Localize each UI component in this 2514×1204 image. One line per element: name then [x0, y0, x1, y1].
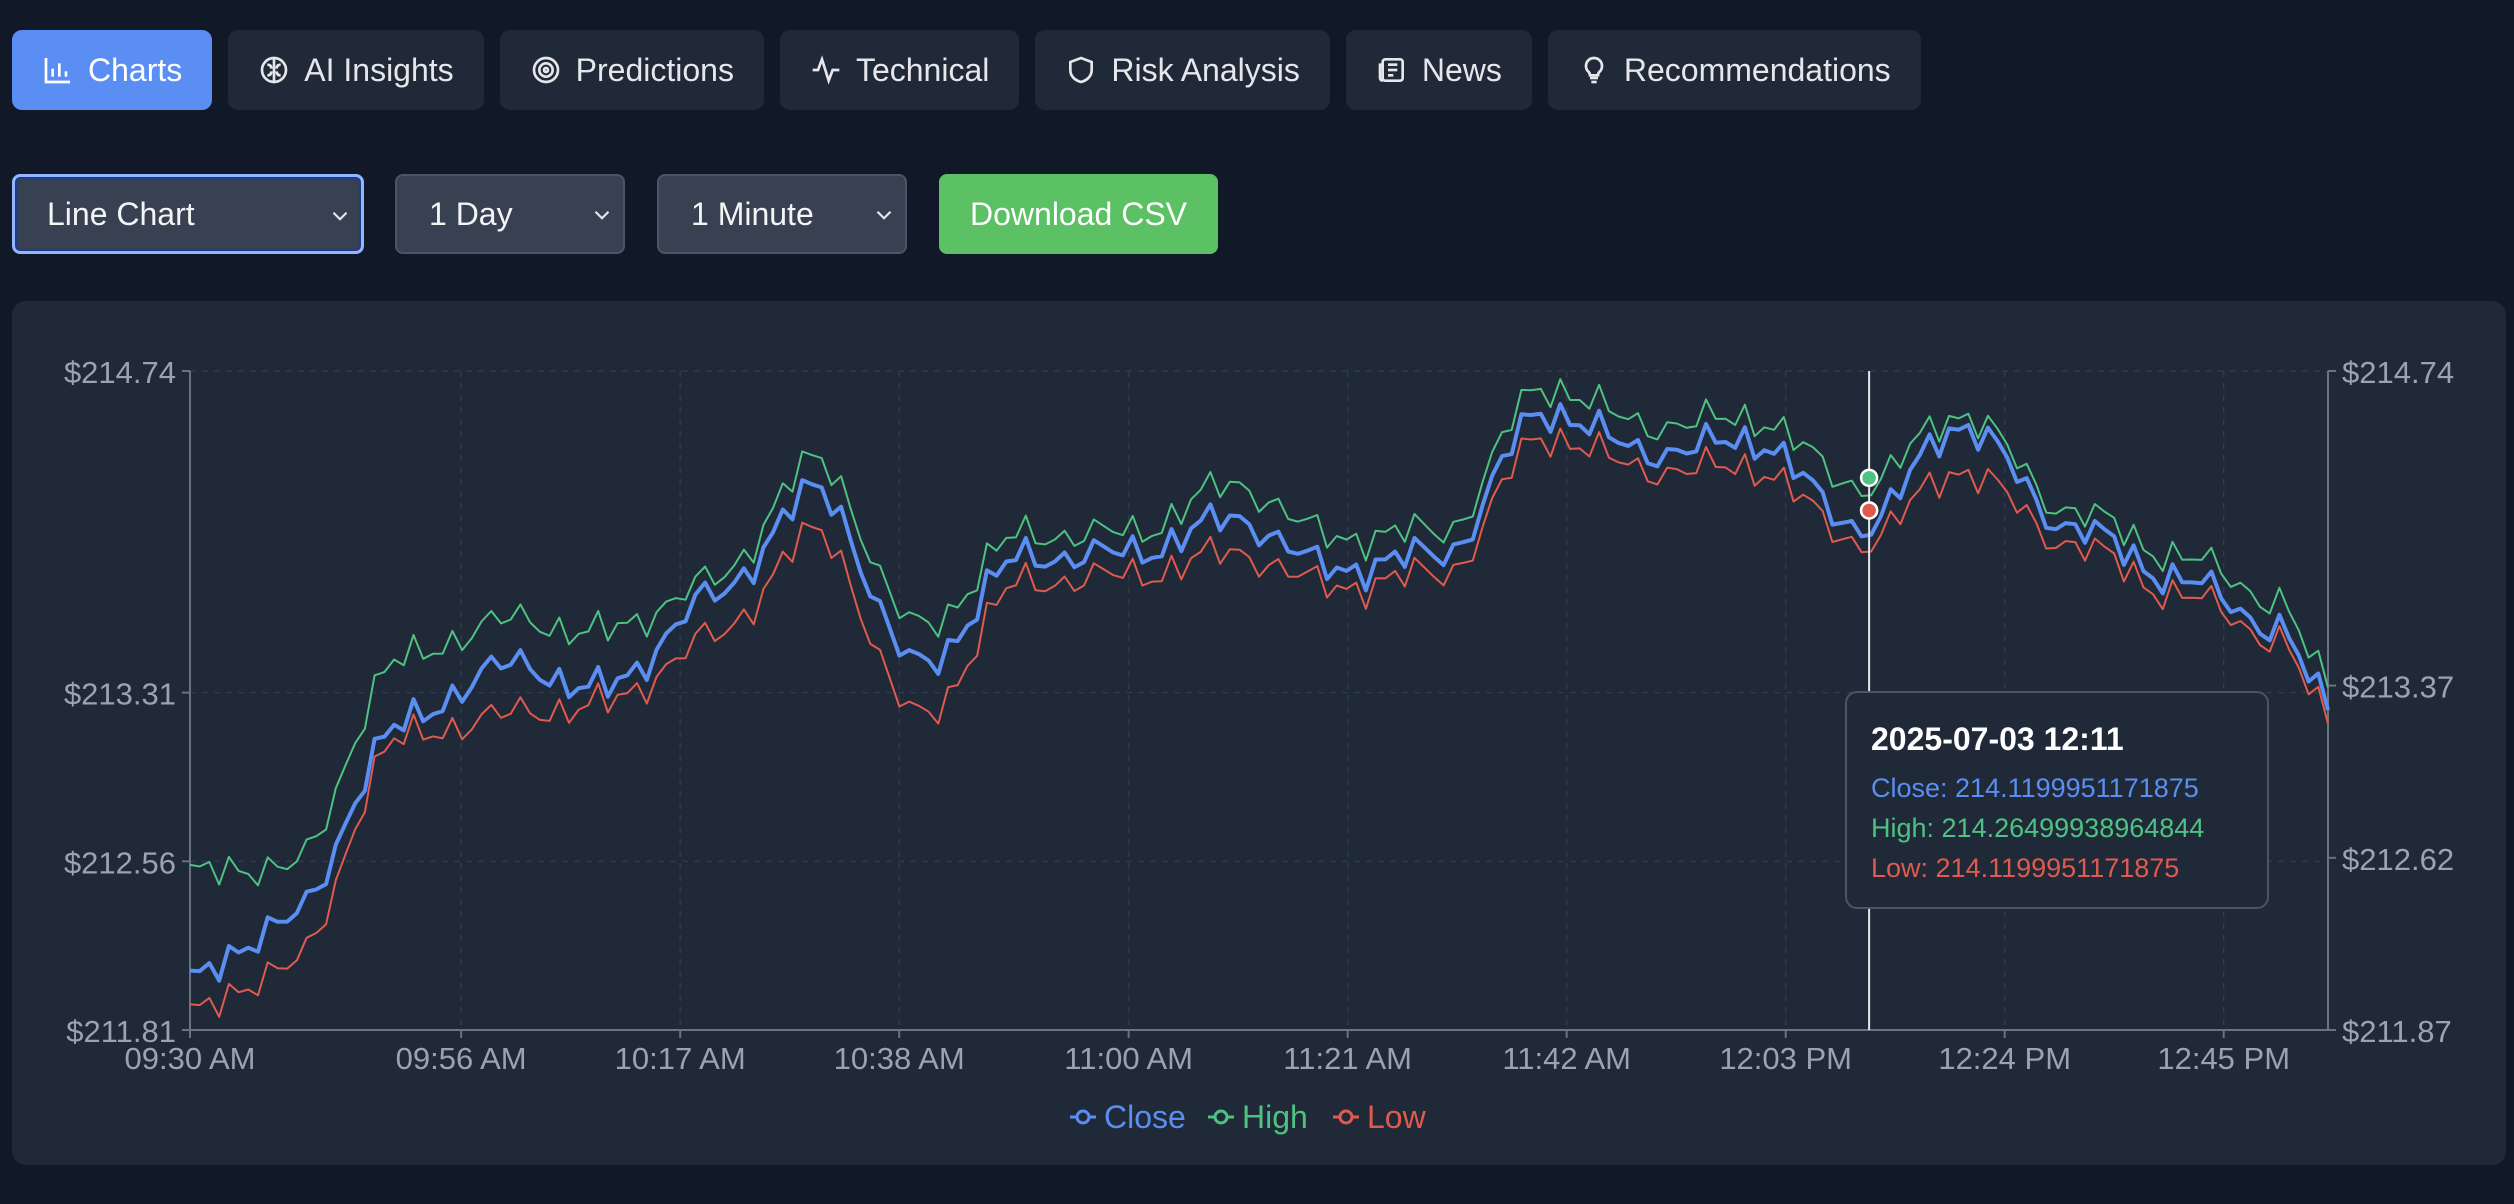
- tab-news[interactable]: News: [1345, 30, 1532, 110]
- legend-label: Low: [1367, 1099, 1427, 1135]
- tab-label: Recommendations: [1623, 51, 1891, 88]
- x-tick-label: 11:42 AM: [1502, 1041, 1631, 1076]
- brain-icon: [258, 54, 290, 86]
- series-line-close: [189, 402, 2330, 983]
- y-tick-left: $211.81: [66, 1014, 176, 1049]
- x-tick-label: 11:00 AM: [1064, 1041, 1193, 1076]
- x-tick-label: 10:17 AM: [615, 1041, 746, 1076]
- download-csv-button[interactable]: Download CSV: [939, 174, 1218, 254]
- legend-item: Close: [1070, 1099, 1186, 1135]
- newspaper-icon: [1376, 54, 1408, 86]
- x-tick-label: 11:21 AM: [1283, 1041, 1412, 1076]
- x-tick-label: 09:30 AM: [125, 1041, 256, 1076]
- legend-marker-dot: [1075, 1109, 1091, 1125]
- tab-ai-insights[interactable]: AI Insights: [228, 30, 484, 110]
- y-tick-right: $211.87: [2342, 1014, 2452, 1049]
- shield-icon: [1065, 54, 1097, 86]
- y-tick-right: $213.37: [2342, 670, 2454, 705]
- interval-value: 1 Minute: [691, 195, 814, 232]
- y-tick-right: $212.62: [2342, 842, 2454, 877]
- range-select[interactable]: 1 Day: [395, 174, 625, 254]
- tab-bar: Charts AI Insights Predictions Technical…: [12, 30, 1921, 110]
- legend-label: Close: [1104, 1099, 1186, 1135]
- tab-label: Predictions: [575, 51, 734, 88]
- legend-item: High: [1208, 1099, 1308, 1135]
- y-tick-right: $214.74: [2342, 355, 2454, 390]
- chart-type-value: Line Chart: [47, 195, 195, 232]
- series-line-high: [189, 378, 2329, 887]
- tab-label: Technical: [855, 51, 990, 88]
- activity-icon: [810, 54, 842, 86]
- tab-recommendations[interactable]: Recommendations: [1547, 30, 1921, 110]
- x-tick-label: 12:45 PM: [2157, 1041, 2290, 1076]
- legend-item: Low: [1333, 1099, 1427, 1135]
- y-tick-left: $214.74: [64, 355, 176, 390]
- x-tick-label: 09:56 AM: [396, 1041, 527, 1076]
- tooltip-low: Low: 214.1199951171875: [1871, 853, 2180, 883]
- hover-dot-low: [1859, 501, 1879, 520]
- tab-label: Charts: [88, 51, 183, 88]
- legend-label: High: [1242, 1099, 1308, 1135]
- chevron-down-icon: [594, 210, 610, 220]
- chart-ticks: $214.74 $213.31 $212.56 $211.81 $214.74 $213.…: [64, 355, 2454, 1076]
- chart-legend: Close High Low: [1070, 1099, 1427, 1135]
- chart-tooltip: 2025-07-03 12:11 Close: 214.119995117187…: [1845, 691, 2269, 909]
- bar-chart-icon: [42, 54, 74, 86]
- target-icon: [530, 54, 562, 86]
- tooltip-high: High: 214.26499938964844: [1871, 813, 2205, 843]
- chevron-down-icon: [876, 210, 892, 220]
- x-tick-label: 12:03 PM: [1719, 1041, 1852, 1076]
- y-tick-left: $212.56: [64, 845, 176, 880]
- tab-predictions[interactable]: Predictions: [499, 30, 764, 110]
- tab-risk-analysis[interactable]: Risk Analysis: [1035, 30, 1330, 110]
- tab-technical[interactable]: Technical: [779, 30, 1020, 110]
- range-value: 1 Day: [429, 195, 513, 232]
- x-tick-label: 10:38 AM: [834, 1041, 965, 1076]
- tab-label: Risk Analysis: [1111, 51, 1300, 88]
- chart-axes: [189, 371, 2329, 1031]
- x-tick-label: 12:24 PM: [1938, 1041, 2071, 1076]
- tooltip-title: 2025-07-03 12:11: [1871, 721, 2124, 757]
- interval-select[interactable]: 1 Minute: [657, 174, 907, 254]
- tab-charts[interactable]: Charts: [12, 30, 213, 110]
- chevron-down-icon: [332, 211, 348, 221]
- legend-marker-dot: [1338, 1109, 1354, 1125]
- chart-series: [189, 378, 2330, 1018]
- chart-type-select[interactable]: Line Chart: [12, 174, 364, 254]
- tab-label: AI Insights: [304, 51, 454, 88]
- tab-label: News: [1421, 51, 1502, 88]
- legend-marker-dot: [1213, 1109, 1229, 1125]
- hover-dot-high: [1859, 468, 1879, 488]
- y-tick-left: $213.31: [64, 677, 176, 712]
- tooltip-close: Close: 214.1199951171875: [1871, 773, 2199, 803]
- series-line-low: [189, 427, 2329, 1018]
- lightbulb-icon: [1578, 54, 1610, 86]
